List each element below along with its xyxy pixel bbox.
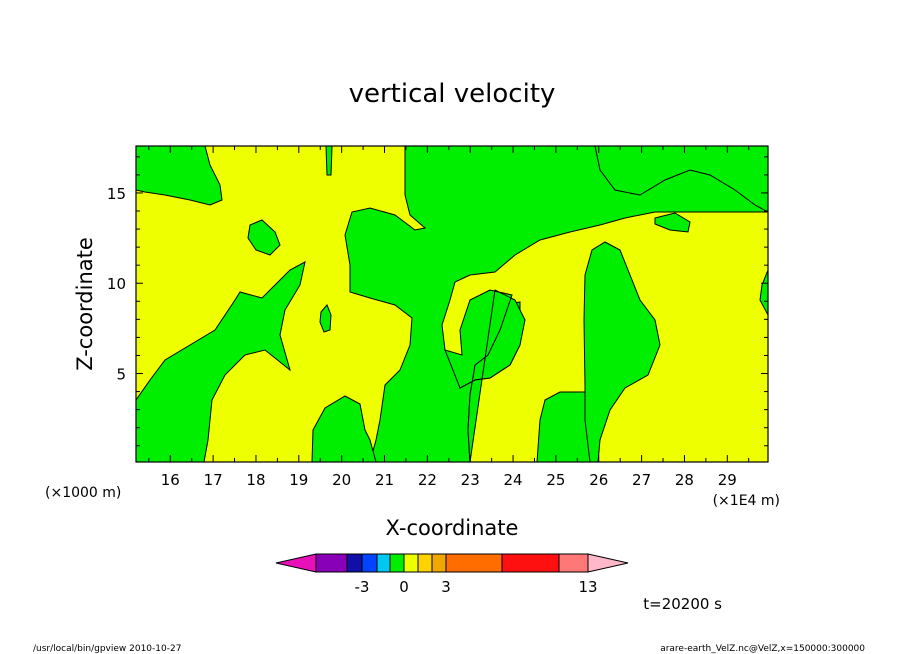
colorbar-cell: [376, 553, 391, 573]
x-tick-label: 23: [461, 471, 480, 489]
plot-area: 16 17 18 19 20 21 22 23 24 25 26 27 28 29 5 10 15: [107, 145, 769, 489]
colorbar-tick-label: 13: [578, 578, 597, 596]
x-unit-left: (×1000 m): [45, 485, 121, 501]
downdraft-region-lower-center-b: [444, 289, 526, 462]
contour-regions: [136, 146, 768, 462]
colorbar-cell: [389, 553, 405, 573]
downdraft-region-lower-right: [536, 391, 593, 462]
x-axis-label: X-coordinate: [386, 516, 519, 540]
x-tick-label: 22: [418, 471, 437, 489]
x-tick-label: 25: [546, 471, 565, 489]
y-tick-label: 15: [107, 185, 126, 203]
colorbar-extend-high: [587, 553, 629, 573]
x-tick-label: 21: [375, 471, 394, 489]
colorbar-tick-label: -3: [355, 578, 370, 596]
footer-right: arare-earth_VelZ.nc@VelZ,x=150000:300000: [660, 644, 865, 654]
x-tick-label: 17: [204, 471, 223, 489]
downdraft-region-left: [136, 261, 306, 462]
colorbar-cell: [445, 553, 503, 573]
downdraft-region-top-left: [136, 146, 223, 206]
x-tick-label: 26: [589, 471, 608, 489]
colorbar-tick-label: 0: [399, 578, 409, 596]
x-tick-label: 18: [246, 471, 265, 489]
colorbar-cell: [346, 553, 363, 573]
colorbar-cell: [315, 553, 348, 573]
colorbar-cell: [361, 553, 378, 573]
downdraft-island-3: [654, 212, 691, 233]
colorbar-extend-low: [275, 553, 317, 573]
colorbar-cell: [403, 553, 419, 573]
downdraft-sliver-top: [325, 146, 333, 176]
downdraft-region-lower-center-a: [311, 395, 377, 462]
y-tick-label: 10: [107, 275, 126, 293]
x-tick-label: 29: [718, 471, 737, 489]
x-tick-label: 20: [332, 471, 351, 489]
x-tick-label: 24: [504, 471, 523, 489]
colorbar-cell: [417, 553, 433, 573]
x-unit-right: (×1E4 m): [713, 493, 780, 509]
colorbar-cell: [431, 553, 447, 573]
colorbar-tick-label: 3: [441, 578, 451, 596]
x-tick-label: 16: [161, 471, 180, 489]
downdraft-region-edge-right: [759, 269, 768, 316]
x-axis: 16 17 18 19 20 21 22 23 24 25 26 27 28 29: [148, 146, 750, 489]
x-tick-label: 28: [675, 471, 694, 489]
downdraft-region-right: [583, 241, 661, 462]
x-tick-label: 27: [632, 471, 651, 489]
downdraft-island-2: [319, 304, 332, 333]
plot-frame: [135, 145, 769, 463]
time-label: t=20200 s: [643, 595, 722, 613]
x-tick-label: 19: [289, 471, 308, 489]
chart-title: vertical velocity: [349, 79, 556, 109]
y-tick-label: 5: [116, 366, 126, 384]
y-axis-label: Z-coordinate: [73, 237, 97, 371]
colorbar-cell: [558, 553, 589, 573]
footer-left: /usr/local/bin/gpview 2010-10-27: [33, 644, 181, 654]
colorbar-ticks: -3 0 3 13: [355, 578, 598, 596]
colorbar: [275, 553, 629, 573]
colorbar-cell: [501, 553, 560, 573]
downdraft-island-1: [247, 219, 281, 256]
y-axis: 5 10 15: [107, 156, 768, 447]
